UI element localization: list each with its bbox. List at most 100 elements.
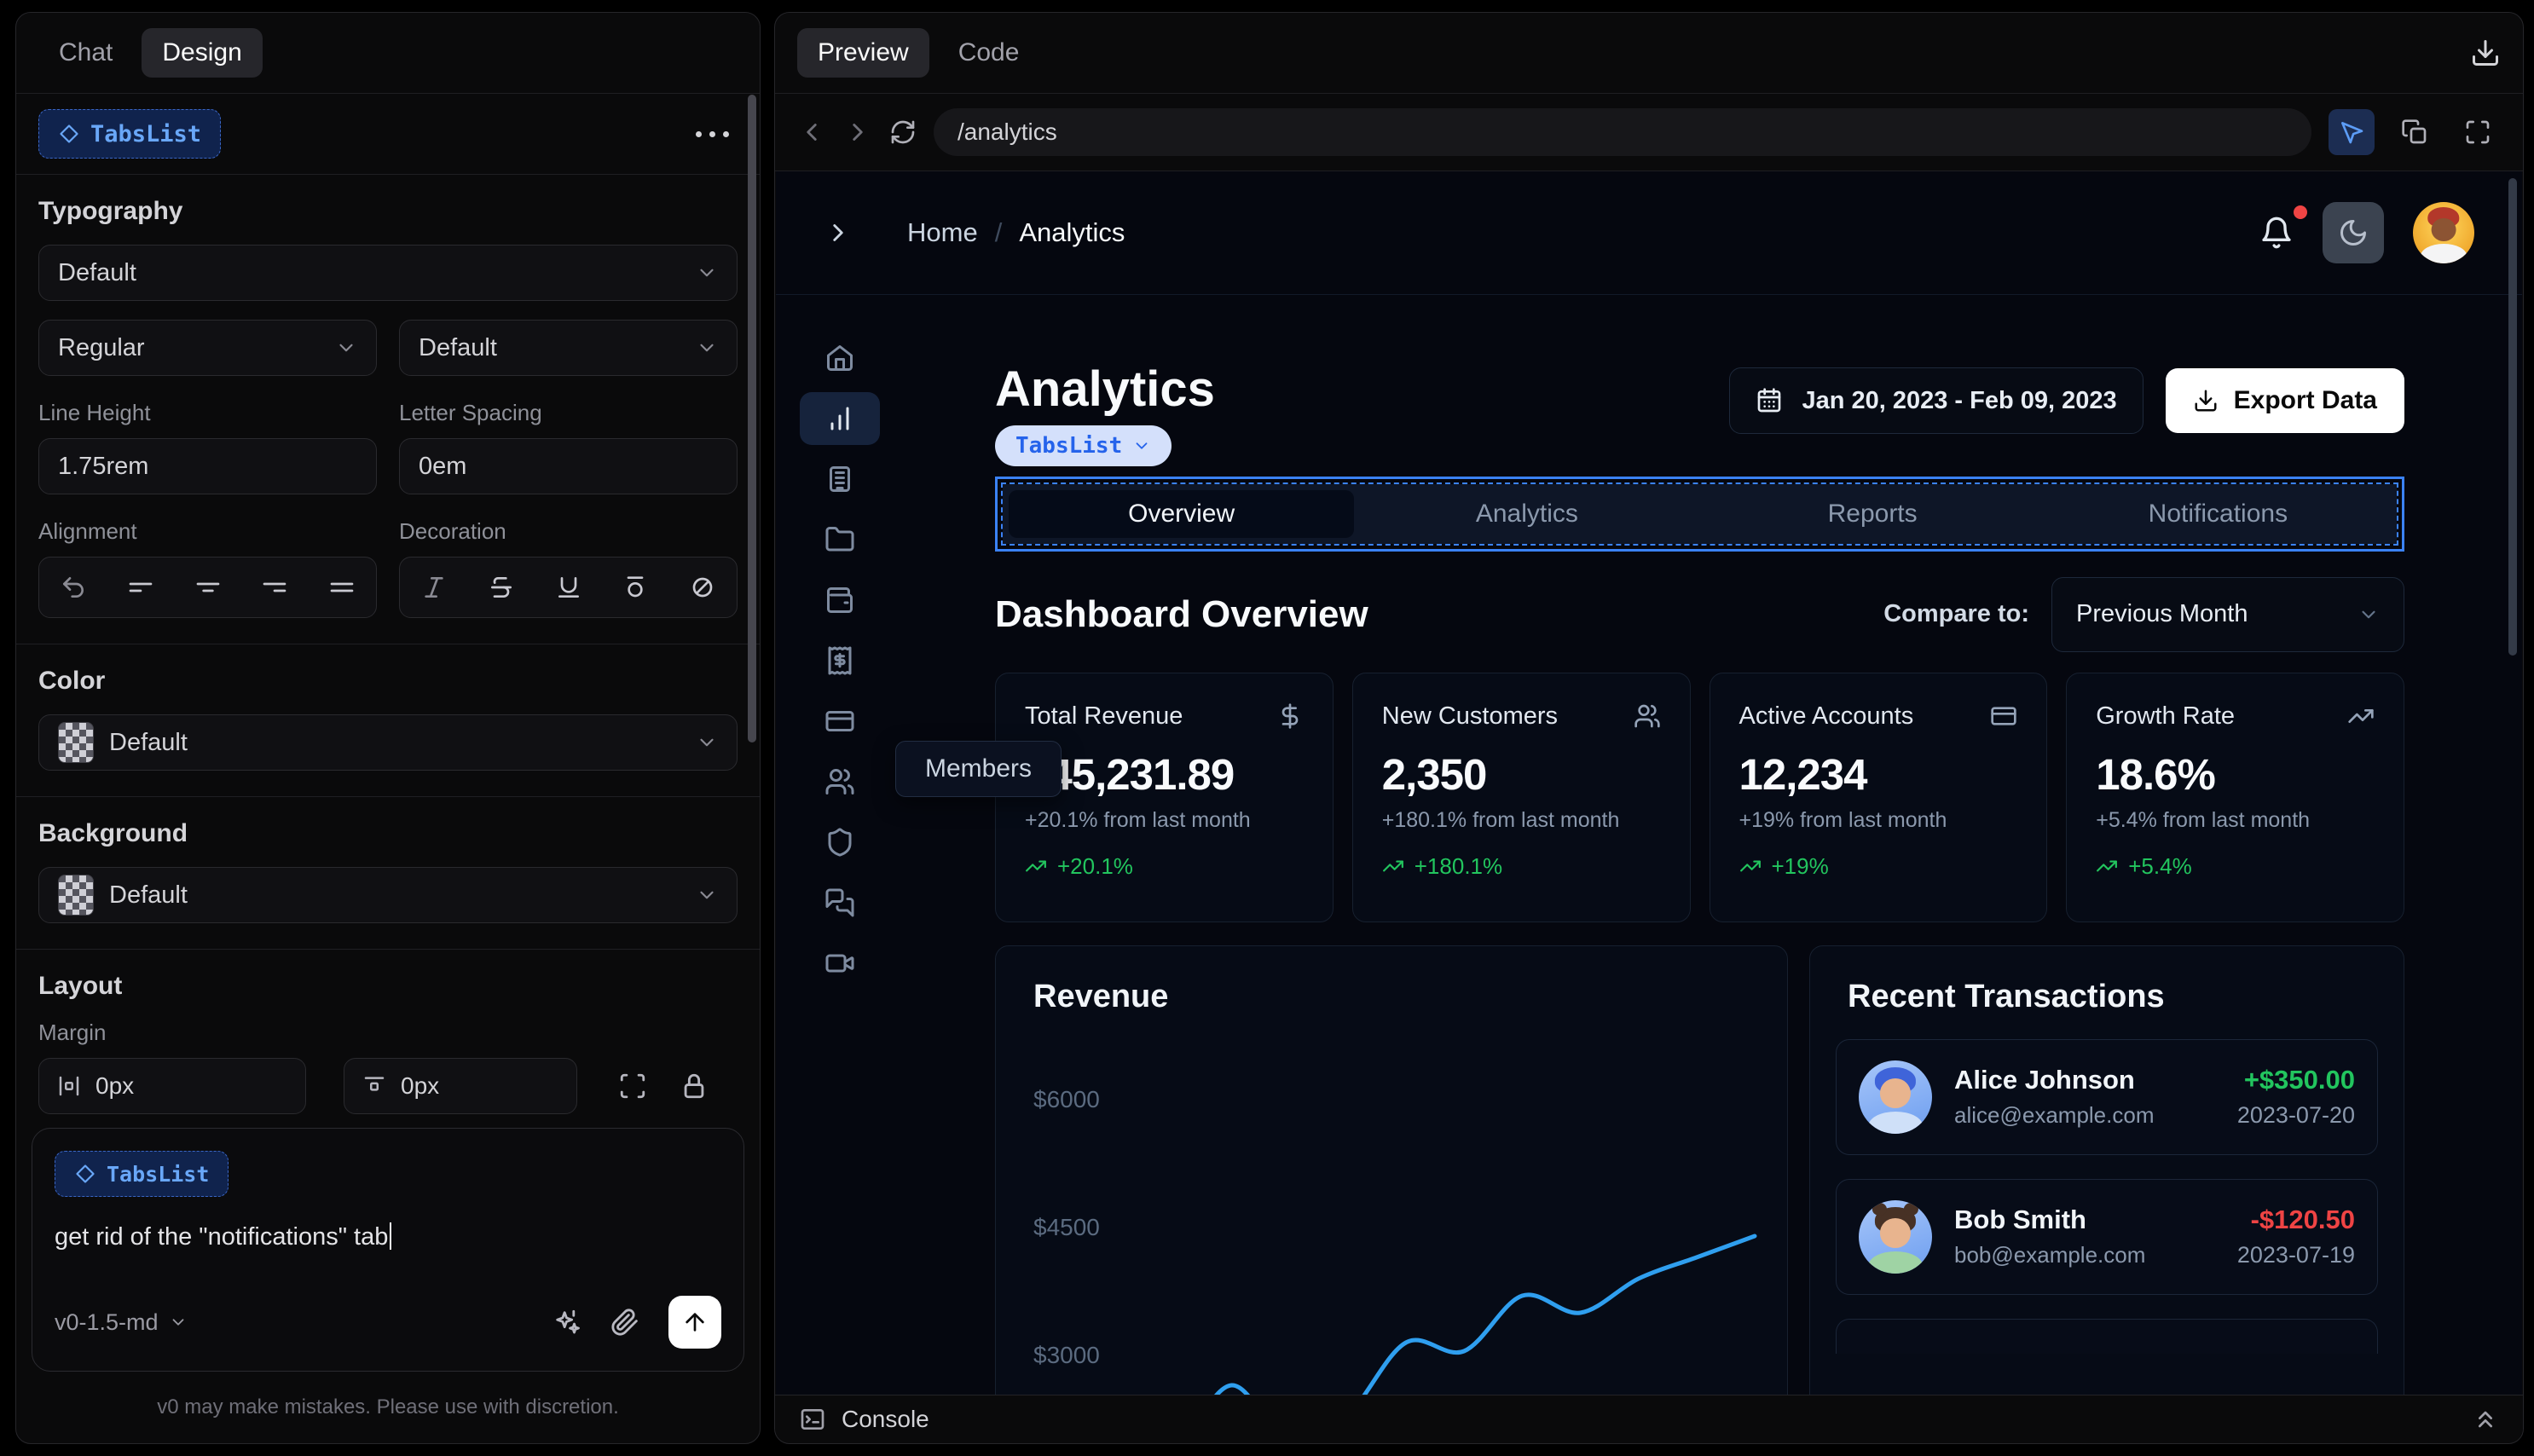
align-justify-icon[interactable]: [328, 574, 356, 601]
decoration-label: Decoration: [399, 518, 506, 544]
font-family-select[interactable]: Default: [38, 245, 738, 301]
sparkles-icon[interactable]: [553, 1308, 581, 1337]
trending-up-icon: [2347, 702, 2375, 730]
compare-select[interactable]: Previous Month: [2051, 576, 2404, 652]
sidebar-item-wallet[interactable]: [800, 574, 880, 627]
line-height-label: Line Height: [38, 400, 151, 425]
component-selection-badge[interactable]: TabsList: [995, 425, 1172, 466]
color-select[interactable]: Default: [38, 714, 738, 771]
url-input[interactable]: /analytics: [934, 108, 2311, 156]
stat-trend-value: +20.1%: [1057, 852, 1133, 879]
transaction-row[interactable]: Bob Smith bob@example.com -$120.50 2023-07-…: [1836, 1178, 2378, 1295]
preview-scrollbar[interactable]: [2508, 178, 2517, 656]
sidebar-item-folder[interactable]: [800, 513, 880, 566]
theme-toggle-button[interactable]: [2323, 202, 2384, 263]
chat-composer[interactable]: TabsList get rid of the "notifications" …: [32, 1128, 744, 1372]
transaction-name: Alice Johnson: [1954, 1065, 2135, 1095]
stat-trend: +5.4%: [2096, 853, 2375, 880]
margin-y-input[interactable]: 0px: [344, 1058, 577, 1114]
font-size-select[interactable]: Default: [399, 320, 738, 376]
sidebar-item-video[interactable]: [800, 937, 880, 990]
fullscreen-tool[interactable]: [2455, 109, 2501, 155]
sidebar-item-receipt[interactable]: [800, 634, 880, 687]
none-icon[interactable]: [689, 574, 716, 601]
design-panel-body: Typography Default Regular Default Line …: [16, 197, 760, 1233]
sidebar-item-building[interactable]: [800, 453, 880, 506]
chevrons-up-icon[interactable]: [2472, 1406, 2499, 1433]
transaction-name: Bob Smith: [1954, 1205, 2086, 1235]
back-icon[interactable]: [797, 118, 826, 147]
select-element-tool[interactable]: [2329, 109, 2375, 155]
line-height-input[interactable]: 1.75rem: [38, 438, 377, 494]
export-data-button[interactable]: Export Data: [2165, 368, 2404, 433]
date-range-picker[interactable]: Jan 20, 2023 - Feb 09, 2023: [1729, 367, 2143, 434]
lock-icon[interactable]: [680, 1072, 709, 1101]
refresh-icon[interactable]: [889, 118, 917, 146]
composer-input[interactable]: get rid of the "notifications" tab: [55, 1222, 721, 1257]
italic-icon[interactable]: [420, 574, 448, 601]
sidebar-item-bar-chart[interactable]: [800, 392, 880, 445]
selected-component-row: TabsList: [16, 94, 760, 175]
align-left-icon[interactable]: [127, 574, 154, 601]
messages-icon: [824, 887, 855, 918]
transaction-date: 2023-07-20: [2236, 1102, 2355, 1129]
decoration-toolbar: [399, 557, 738, 618]
user-avatar[interactable]: [2413, 202, 2474, 263]
transaction-row[interactable]: Alice Johnson alice@example.com +$350.00 20…: [1836, 1038, 2378, 1155]
tab-overview[interactable]: Overview: [1009, 489, 1355, 538]
sidebar-item-home[interactable]: [800, 332, 880, 384]
composer-component-chip[interactable]: TabsList: [55, 1151, 229, 1197]
dashboard-sidebar: [776, 294, 904, 990]
expand-icon[interactable]: [618, 1072, 647, 1101]
tab-preview[interactable]: Preview: [797, 28, 929, 78]
tab-code[interactable]: Code: [957, 38, 1020, 66]
notifications-bell-button[interactable]: [2259, 205, 2307, 250]
tab-notifications[interactable]: Notifications: [2148, 499, 2288, 528]
sidebar-expand-icon[interactable]: [824, 218, 853, 247]
trending-up-icon: [1739, 855, 1762, 877]
dashboard-header: Home / Analytics: [776, 171, 2522, 295]
selected-component-chip[interactable]: TabsList: [38, 109, 222, 159]
copy-tool[interactable]: [2392, 109, 2438, 155]
sidebar-item-users[interactable]: [800, 755, 880, 808]
chevron-down-icon: [696, 262, 718, 284]
letter-spacing-input[interactable]: 0em: [399, 438, 738, 494]
margin-x-input[interactable]: 0px: [38, 1058, 306, 1114]
undo-icon[interactable]: [60, 574, 87, 601]
font-size-value: Default: [419, 333, 497, 361]
panel-menu-button[interactable]: [687, 123, 738, 146]
tab-chat[interactable]: Chat: [59, 38, 113, 66]
breadcrumb-home[interactable]: Home: [907, 217, 978, 247]
paperclip-icon[interactable]: [610, 1308, 639, 1337]
stat-subtext: +5.4% from last month: [2096, 807, 2311, 832]
stat-title: Total Revenue: [1025, 702, 1183, 730]
download-icon[interactable]: [2470, 38, 2501, 68]
send-button[interactable]: [668, 1296, 721, 1349]
tab-reports[interactable]: Reports: [1827, 499, 1918, 528]
stat-trend: +19%: [1739, 853, 2018, 880]
model-select[interactable]: v0-1.5-md: [55, 1309, 188, 1336]
align-center-icon[interactable]: [194, 574, 222, 601]
sidebar-item-credit-card[interactable]: [800, 695, 880, 748]
typography-section-label: Typography: [38, 197, 183, 225]
tab-analytics[interactable]: Analytics: [1475, 499, 1578, 528]
page-title: Analytics: [995, 361, 1215, 417]
chevron-down-icon: [335, 337, 357, 359]
panel-scrollbar[interactable]: [748, 95, 756, 742]
trending-up-icon: [1382, 855, 1404, 877]
console-bar[interactable]: Console: [775, 1395, 2523, 1443]
overline-icon[interactable]: [622, 574, 649, 601]
background-select[interactable]: Default: [38, 867, 738, 923]
tabslist-selection-outline: Overview Analytics Reports Notifications: [995, 476, 2404, 552]
align-right-icon[interactable]: [261, 574, 288, 601]
forward-icon[interactable]: [843, 118, 872, 147]
font-weight-select[interactable]: Regular: [38, 320, 377, 376]
preview-panel: Preview Code /analytics Home / Analytics: [774, 12, 2524, 1444]
strikethrough-icon[interactable]: [488, 574, 515, 601]
pointer-icon: [2338, 118, 2365, 146]
sidebar-item-shield[interactable]: [800, 816, 880, 869]
sidebar-item-messages[interactable]: [800, 876, 880, 929]
tab-design[interactable]: Design: [142, 28, 263, 78]
underline-icon[interactable]: [555, 574, 582, 601]
